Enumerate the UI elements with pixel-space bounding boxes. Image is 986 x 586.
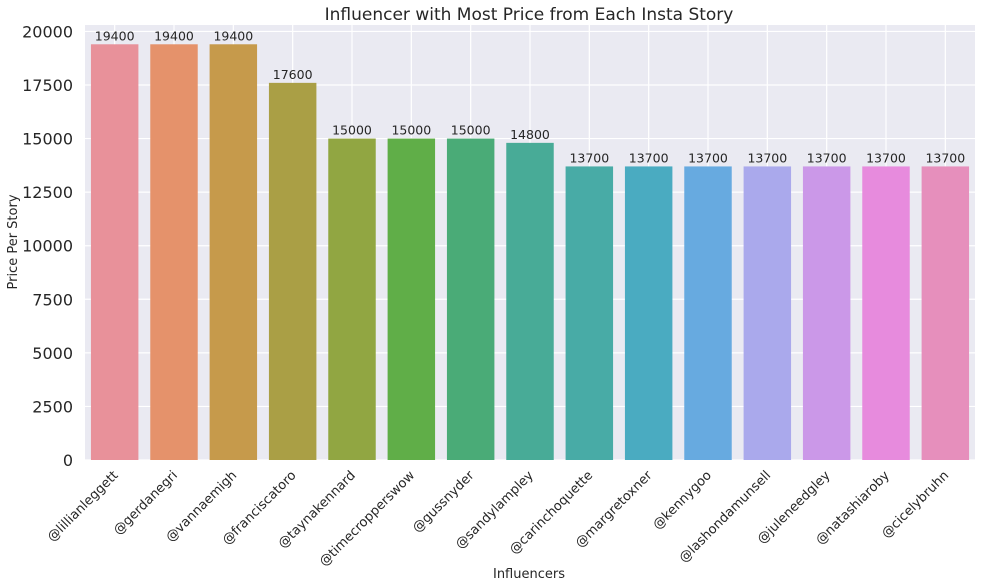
bar-value-label: 19400 [95, 28, 135, 43]
bar [921, 166, 970, 460]
bar [150, 44, 198, 461]
bar-value-label: 19400 [213, 28, 253, 43]
y-axis-label: Price Per Story [6, 194, 21, 289]
bar [802, 166, 851, 460]
bar-value-label: 13700 [925, 150, 965, 165]
y-tick-label: 0 [63, 451, 73, 470]
bar [506, 142, 554, 460]
x-axis-ticks: @lillianleggett@gerdanegri@vannaemigh@fr… [45, 468, 952, 570]
bar-value-label: 17600 [273, 67, 313, 82]
bar-value-label: 14800 [510, 127, 550, 142]
bar [268, 82, 317, 460]
bar [743, 166, 792, 460]
bar [624, 166, 673, 460]
bar [387, 138, 436, 461]
x-tick-label: @kennygoo [650, 468, 715, 533]
bar-value-label: 13700 [747, 150, 787, 165]
bar [446, 138, 495, 461]
bar-value-label: 15000 [391, 123, 431, 138]
x-tick-label: @lillianleggett [45, 468, 122, 545]
data-labels: 19400 19400 19400 17600 15000 15000 15000 14800… [95, 28, 965, 165]
bar-value-label: 13700 [688, 150, 728, 165]
y-tick-label: 20000 [22, 22, 73, 41]
x-axis-label: Influencers [493, 567, 565, 582]
bar [684, 166, 732, 460]
bar-value-label: 19400 [154, 28, 194, 43]
y-tick-label: 7500 [32, 290, 73, 309]
bar-value-label: 13700 [866, 150, 906, 165]
bar [565, 166, 614, 460]
y-tick-label: 12500 [22, 183, 73, 202]
bar-value-label: 13700 [629, 150, 669, 165]
bar-value-label: 15000 [332, 123, 372, 138]
y-tick-label: 2500 [32, 397, 73, 416]
y-tick-label: 17500 [22, 76, 73, 95]
bar [328, 138, 376, 461]
y-tick-label: 5000 [32, 344, 73, 363]
y-tick-label: 10000 [22, 237, 73, 256]
y-tick-label: 15000 [22, 130, 73, 149]
bar [209, 44, 258, 461]
bar-value-label: 15000 [451, 123, 491, 138]
bars [90, 44, 970, 461]
bar [90, 44, 139, 461]
bar-value-label: 13700 [569, 150, 609, 165]
y-axis-ticks: 0 2500 5000 7500 10000 12500 15000 17500 20000 [22, 22, 73, 470]
chart-title: Influencer with Most Price from Each Ins… [325, 5, 734, 25]
bar [862, 166, 910, 460]
bar-value-label: 13700 [807, 150, 847, 165]
